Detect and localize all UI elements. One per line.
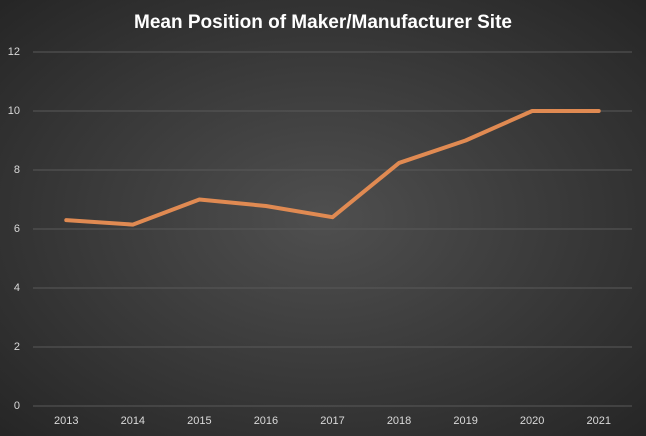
x-tick-label: 2021 <box>586 415 610 427</box>
chart-title: Mean Position of Maker/Manufacturer Site <box>134 12 512 33</box>
x-tick-label: 2014 <box>121 415 145 427</box>
y-tick-label: 6 <box>14 223 20 235</box>
x-tick-label: 2015 <box>187 415 211 427</box>
y-tick-label: 10 <box>8 105 20 117</box>
y-tick-label: 2 <box>14 341 20 353</box>
x-tick-label: 2016 <box>254 415 278 427</box>
x-tick-label: 2017 <box>320 415 344 427</box>
x-tick-label: 2018 <box>387 415 411 427</box>
y-tick-label: 8 <box>14 164 20 176</box>
y-tick-label: 12 <box>8 46 20 58</box>
line <box>64 109 601 227</box>
x-tick-label: 2019 <box>453 415 477 427</box>
x-tick-label: 2013 <box>54 415 78 427</box>
y-tick-label: 4 <box>14 282 20 294</box>
y-tick-label: 0 <box>14 400 20 412</box>
x-tick-label: 2020 <box>520 415 544 427</box>
